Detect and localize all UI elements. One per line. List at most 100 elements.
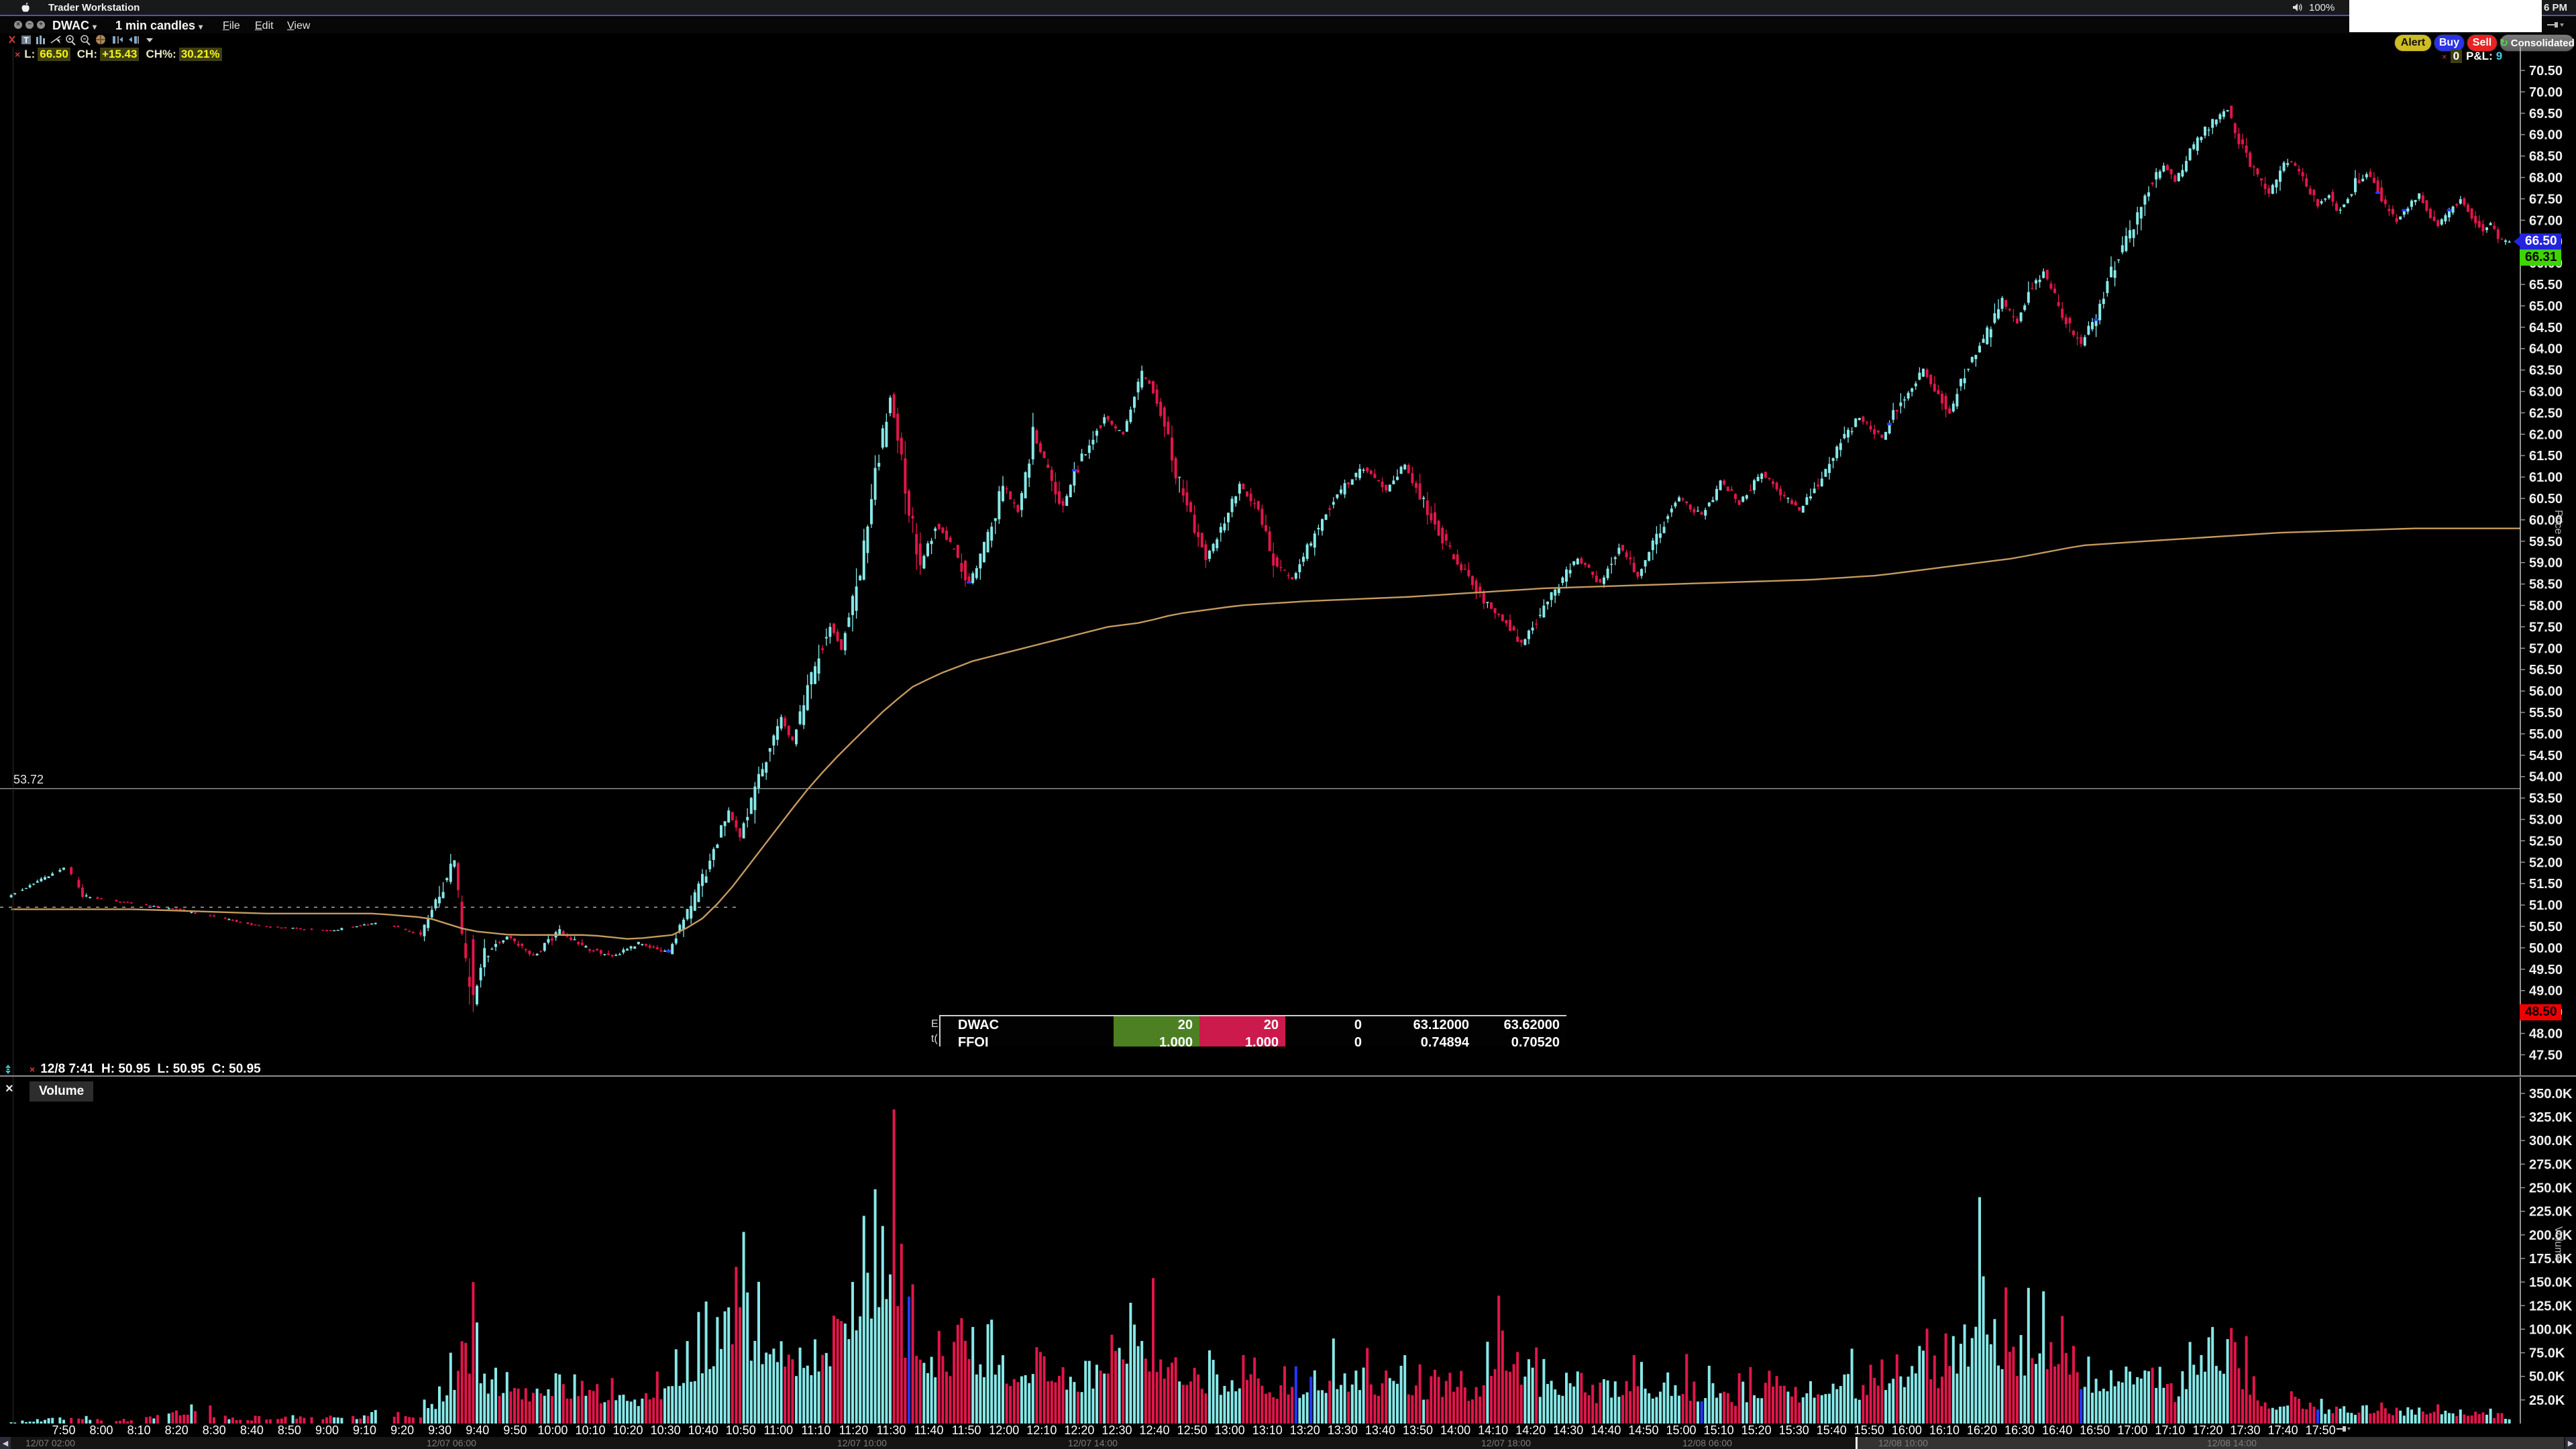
consolidated-button[interactable]: ↻ Consolidated <box>2500 34 2575 52</box>
scroll-left-button[interactable]: ◀ <box>0 1437 11 1449</box>
pin-icon[interactable] <box>2546 19 2564 30</box>
window-zoom-button[interactable]: + <box>37 21 45 29</box>
close-icon[interactable]: × <box>15 49 21 60</box>
trendline-tool-icon <box>50 36 63 44</box>
status-datetime: 12/8 7:41 <box>40 1062 95 1076</box>
price-chart[interactable]: 47.50 48.00 48.50 49.00 49.50 50.00 50.50 51.00… <box>0 47 2576 1075</box>
speaker-icon[interactable] <box>2292 0 2304 15</box>
timeframe-selector[interactable]: 1 min candles ▾ <box>115 19 203 32</box>
time-tick-label: 15:40 <box>1816 1424 1847 1437</box>
svg-text:70.00: 70.00 <box>2529 85 2563 100</box>
status-c: 50.95 <box>229 1062 261 1076</box>
svg-text:67.00: 67.00 <box>2529 213 2563 228</box>
change-value: +15.43 <box>100 48 140 61</box>
svg-text:51.00: 51.00 <box>2529 898 2563 913</box>
window-minimize-button[interactable]: − <box>25 21 34 29</box>
svg-text:70.50: 70.50 <box>2529 64 2563 78</box>
chevron-down-icon: ▾ <box>199 22 203 32</box>
time-tick-label: 12:50 <box>1177 1424 1208 1437</box>
time-tick-label: 9:00 <box>315 1424 339 1437</box>
quote-symbol: FFOI <box>958 1035 989 1046</box>
svg-text:T: T <box>23 36 29 45</box>
time-tick-label: 11:00 <box>763 1424 794 1437</box>
price-legend: × L: 66.50 CH: +15.43 CH%: 30.21% <box>15 48 229 61</box>
quote-row-ffoi[interactable]: FFOI 1,000 1,000 0 0.74894 0.70520 <box>941 1034 1566 1046</box>
svg-text:65.00: 65.00 <box>2529 299 2563 314</box>
volume-pane-badge[interactable]: Volume <box>30 1081 94 1102</box>
ask-price-cell: 0.70520 <box>1511 1035 1560 1046</box>
status-h: 50.95 <box>118 1062 150 1076</box>
time-tick-label: 10:30 <box>650 1424 681 1437</box>
time-tick-label: 13:30 <box>1327 1424 1358 1437</box>
time-tick-label: 9:40 <box>466 1424 490 1437</box>
time-tick-label: 11:10 <box>801 1424 831 1437</box>
time-tick-label: 12:30 <box>1102 1424 1132 1437</box>
time-tick-label: 11:30 <box>876 1424 906 1437</box>
quote-panel[interactable]: DWAC 20 20 0 63.12000 63.62000 FFOI 1,00… <box>939 1015 1566 1046</box>
menu-bar-white-overlay <box>2349 0 2542 32</box>
ask-size-cell: 1,000 <box>1199 1034 1285 1046</box>
app-title[interactable]: Trader Workstation <box>48 1 140 13</box>
time-scrollbar[interactable]: ◀ 12/07 02:00 12/07 06:00 12/07 10:00 12/07… <box>0 1437 2576 1449</box>
bid-price-cell: 0.74894 <box>1420 1035 1469 1046</box>
volume-chart[interactable]: 25.0K 50.0K 75.0K 100.0K 125.0K 150.0K 175.0K 2… <box>0 1077 2576 1424</box>
time-tick-label: 17:10 <box>2155 1424 2186 1437</box>
svg-text:69.00: 69.00 <box>2529 128 2563 143</box>
svg-text:52.50: 52.50 <box>2529 834 2563 849</box>
zoom-in-icon <box>66 35 76 46</box>
bid-size-cell: 20 <box>1114 1016 1199 1034</box>
time-tick-label: 9:10 <box>353 1424 377 1437</box>
crosshair-icon <box>96 35 105 44</box>
window-close-button[interactable]: × <box>14 21 22 29</box>
time-tick-label: 14:30 <box>1553 1424 1584 1437</box>
chart-toolbar[interactable]: T <box>4 34 172 47</box>
hline-price-label[interactable]: 53.72 <box>13 772 44 786</box>
buy-button[interactable]: Buy <box>2434 34 2465 52</box>
pane-divider[interactable] <box>0 1075 2576 1077</box>
scrollbar-thumb-handle[interactable] <box>1856 1437 1858 1449</box>
svg-text:50.00: 50.00 <box>2529 941 2563 956</box>
time-tick-label: 11:20 <box>839 1424 869 1437</box>
scroll-right-button[interactable]: ▶ <box>2565 1437 2576 1449</box>
close-icon[interactable]: × <box>30 1064 36 1075</box>
ohlc-status-line: × 12/8 7:41 H: 50.95 L: 50.95 C: 50.95 <box>3 1062 261 1077</box>
time-pin-icon[interactable] <box>2336 1424 2351 1434</box>
svg-text:50.0K: 50.0K <box>2529 1370 2565 1385</box>
time-tick-label: 16:10 <box>1929 1424 1960 1437</box>
status-l-label: L: <box>157 1062 170 1076</box>
time-tick-label: 15:50 <box>1854 1424 1884 1437</box>
sell-button[interactable]: Sell <box>2467 34 2498 52</box>
alert-button[interactable]: Alert <box>2394 34 2432 52</box>
time-tick-label: 10:20 <box>612 1424 643 1437</box>
svg-text:56.00: 56.00 <box>2529 684 2563 699</box>
pane-splitter-icon[interactable] <box>3 1064 13 1075</box>
svg-text:53.50: 53.50 <box>2529 792 2563 806</box>
time-tick-label: 16:20 <box>1967 1424 1998 1437</box>
time-tick-label: 8:20 <box>164 1424 189 1437</box>
menu-view[interactable]: View <box>287 20 311 32</box>
time-tick-label: 9:30 <box>428 1424 452 1437</box>
svg-text:67.50: 67.50 <box>2529 192 2563 207</box>
menu-edit[interactable]: Edit <box>255 20 274 32</box>
svg-text:49.50: 49.50 <box>2529 963 2563 977</box>
close-icon[interactable]: × <box>5 1081 13 1096</box>
svg-text:64.50: 64.50 <box>2529 321 2563 335</box>
status-h-label: H: <box>101 1062 115 1076</box>
time-tick-label: 14:40 <box>1591 1424 1621 1437</box>
close-icon[interactable]: × <box>2442 51 2447 62</box>
symbol-selector[interactable]: DWAC ▾ <box>52 19 97 32</box>
quote-row-dwac[interactable]: DWAC 20 20 0 63.12000 63.62000 <box>941 1016 1566 1034</box>
svg-text:55.00: 55.00 <box>2529 727 2563 742</box>
svg-text:75.0K: 75.0K <box>2529 1346 2565 1361</box>
svg-text:300.0K: 300.0K <box>2529 1134 2573 1148</box>
scrollbar-thumb[interactable] <box>1856 1437 2564 1449</box>
time-tick-label: 17:30 <box>2230 1424 2261 1437</box>
pnl-label: P&L: <box>2466 50 2493 62</box>
menu-bar-clock[interactable]: 6 PM <box>2544 1 2568 13</box>
svg-text:59.00: 59.00 <box>2529 556 2563 571</box>
apple-icon[interactable] <box>20 2 31 13</box>
refresh-icon: ↻ <box>2500 38 2508 49</box>
time-tick-label: 15:10 <box>1703 1424 1734 1437</box>
menu-file[interactable]: File <box>223 20 240 32</box>
